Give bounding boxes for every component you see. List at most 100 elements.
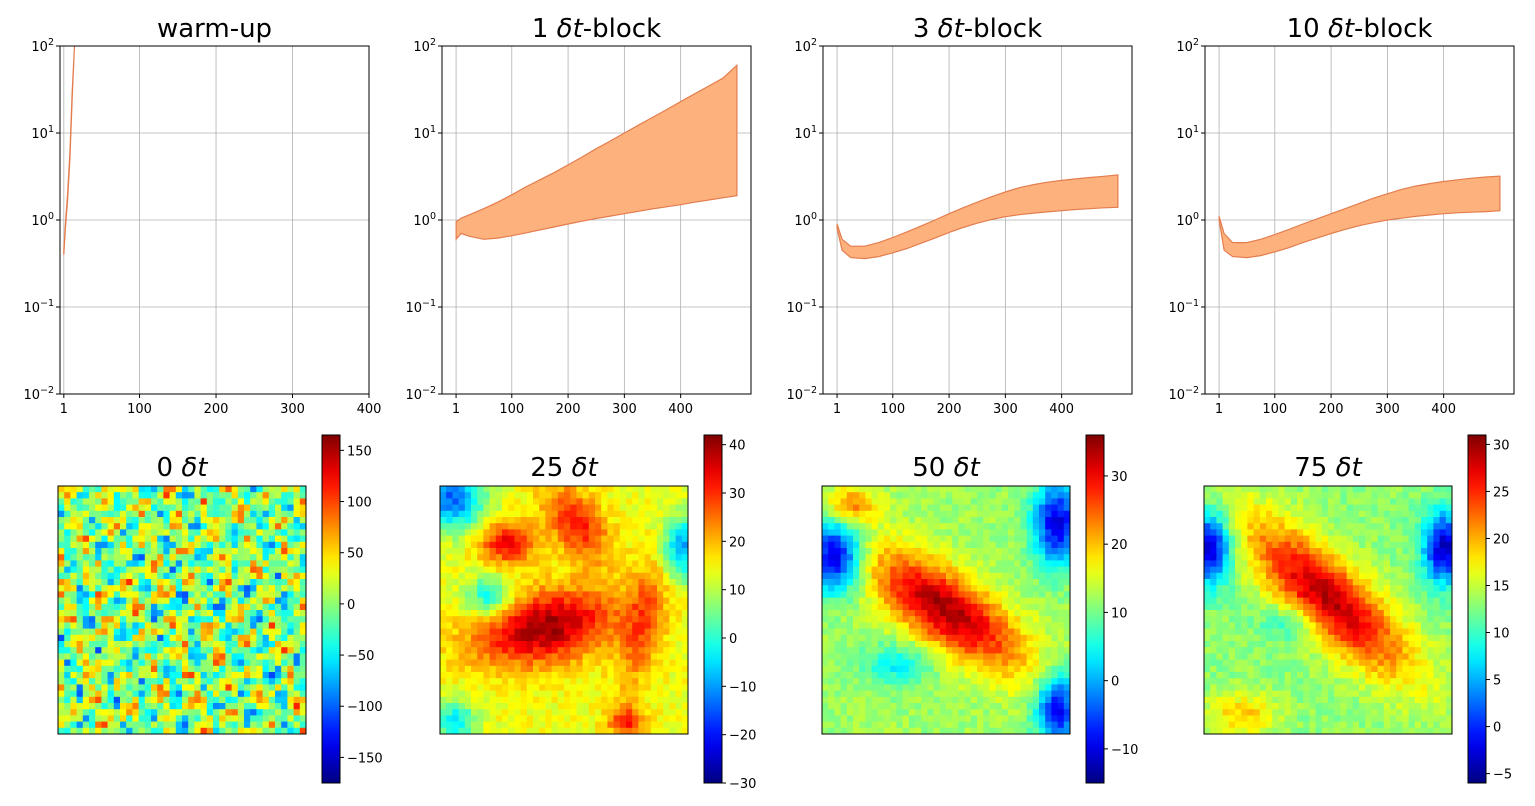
heatmap-cell (939, 572, 947, 580)
heatmap-cell (82, 486, 90, 493)
heatmap-cell (477, 554, 484, 561)
heatmap-cell (262, 529, 270, 536)
heatmap-cell (1014, 554, 1021, 561)
heatmap-cell (1026, 647, 1034, 654)
heatmap-cell (206, 610, 214, 617)
heatmap-cell (613, 548, 621, 555)
heatmap-cell (452, 498, 459, 505)
heatmap-cell (169, 727, 177, 735)
heatmap-cell (1057, 721, 1065, 729)
heatmap-cell (1008, 504, 1015, 512)
heatmap-cell (502, 535, 509, 543)
heatmap-cell (859, 554, 866, 561)
heatmap-cell (681, 727, 689, 735)
heatmap-cell (206, 709, 214, 716)
heatmap-cell (464, 541, 472, 549)
heatmap-cell (545, 641, 552, 648)
heatmap-cell (865, 572, 872, 580)
heatmap-cell (508, 634, 515, 642)
heatmap-cell (822, 585, 829, 592)
heatmap-cell (927, 634, 934, 642)
heatmap-cell (533, 672, 540, 679)
heatmap-cell (908, 628, 916, 636)
heatmap-cell (601, 709, 608, 716)
heatmap-cell (219, 548, 226, 555)
heatmap-cell (828, 616, 835, 623)
heatmap-cell (483, 610, 490, 617)
heatmap-cell (1063, 684, 1071, 691)
heatmap-cell (977, 653, 984, 660)
heatmap-cell (970, 517, 978, 524)
heatmap-cell (564, 554, 571, 561)
heatmap-cell (1063, 603, 1071, 611)
heatmap-cell (483, 492, 490, 499)
heatmap-cell (663, 628, 670, 636)
heatmap-cell (545, 517, 552, 524)
heatmap-cell (638, 585, 645, 592)
heatmap-cell (884, 641, 891, 648)
heatmap-cell (107, 665, 115, 673)
heatmap-cell (533, 566, 540, 574)
heatmap-cell (977, 517, 984, 524)
heatmap-cell (157, 622, 164, 629)
heatmap-cell (908, 665, 916, 673)
heatmap-cell (188, 529, 195, 536)
heatmap-cell (489, 560, 497, 567)
heatmap-cell (293, 647, 301, 654)
heatmap-cell (939, 541, 947, 549)
heatmap-cell (132, 597, 139, 605)
heatmap-cell (95, 665, 102, 673)
heatmap-cell (213, 535, 220, 543)
heatmap-cell (1045, 634, 1052, 642)
heatmap-cell (570, 709, 577, 716)
heatmap-cell (82, 690, 90, 698)
heatmap-cell (440, 616, 447, 623)
heatmap-cell (489, 616, 497, 623)
heatmap-cell (927, 709, 934, 716)
heatmap-cell (120, 634, 127, 642)
heatmap-cell (200, 696, 208, 704)
heatmap-cell (206, 659, 214, 667)
heatmap-cell (1020, 665, 1027, 673)
heatmap-cell (983, 566, 990, 574)
heatmap-cell (644, 585, 652, 592)
heatmap-cell (632, 727, 639, 735)
heatmap-cell (287, 486, 294, 493)
heatmap-cell (1032, 616, 1040, 623)
heatmap-cell (539, 628, 546, 636)
heatmap-cell (219, 634, 226, 642)
heatmap-cell (663, 504, 670, 512)
heatmap-cell (526, 659, 534, 667)
heatmap-cell (256, 634, 263, 642)
heatmap-cell (921, 616, 928, 623)
heatmap-cell (502, 665, 509, 673)
heatmap-cell (458, 554, 466, 561)
heatmap-cell (822, 696, 829, 704)
heatmap-cell (1026, 678, 1034, 685)
heatmap-cell (964, 727, 972, 735)
heatmap-cell (237, 622, 245, 629)
heatmap-cell (483, 548, 490, 555)
heatmap-cell (169, 634, 177, 642)
heatmap-cell (576, 523, 583, 530)
heatmap-cell (970, 560, 978, 567)
heatmap-cell (933, 690, 941, 698)
heatmap-cell (514, 579, 521, 586)
heatmap-cell (1014, 597, 1021, 605)
heatmap-cell (275, 647, 282, 654)
heatmap-cell (595, 517, 602, 524)
heatmap-cell (977, 647, 984, 654)
heatmap-cell (95, 554, 102, 561)
heatmap-cell (244, 504, 251, 512)
heatmap-cell (82, 672, 90, 679)
heatmap-cell (657, 541, 664, 549)
heatmap-cell (915, 529, 922, 536)
heatmap-cell (477, 560, 484, 567)
heatmap-cell (206, 684, 214, 691)
heatmap-cell (1008, 610, 1015, 617)
heatmap-cell (970, 486, 978, 493)
heatmap-cell (219, 486, 226, 493)
heatmap-cell (846, 504, 854, 512)
heatmap-cell (908, 678, 916, 685)
heatmap-cell (828, 597, 835, 605)
